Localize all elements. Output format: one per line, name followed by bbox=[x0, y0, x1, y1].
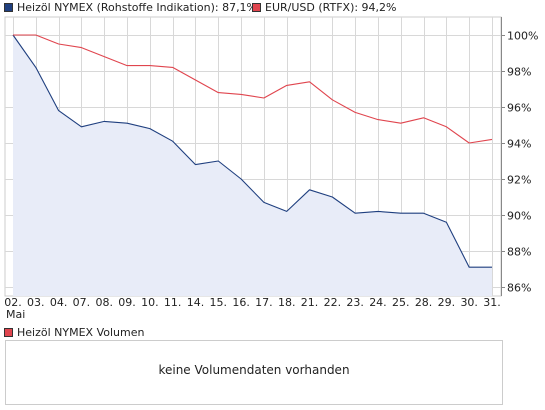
volume-panel: keine Volumendaten vorhanden bbox=[5, 340, 503, 405]
x-tick-label: 16. bbox=[232, 296, 250, 309]
chart-legend: Heizöl NYMEX (Rohstoffe Indikation): 87,… bbox=[4, 1, 534, 15]
series-line-eurusd bbox=[13, 34, 493, 144]
legend-label-eurusd: EUR/USD (RTFX): 94,2% bbox=[265, 1, 397, 14]
y-tick-label: 98% bbox=[507, 66, 531, 79]
x-tick-label: 24. bbox=[369, 296, 387, 309]
x-tick-label: 29. bbox=[438, 296, 456, 309]
x-tick-label: 23. bbox=[346, 296, 364, 309]
y-tick-label: 90% bbox=[507, 210, 531, 223]
volume-legend: Heizöl NYMEX Volumen bbox=[4, 326, 144, 339]
x-tick-label: 15. bbox=[210, 296, 228, 309]
legend-label-heizoel: Heizöl NYMEX (Rohstoffe Indikation): 87,… bbox=[17, 1, 258, 14]
y-tick-label: 92% bbox=[507, 174, 531, 187]
volume-empty-message: keine Volumendaten vorhanden bbox=[158, 363, 350, 377]
x-tick-label: 18. bbox=[278, 296, 296, 309]
volume-color-swatch bbox=[4, 328, 13, 337]
legend-item-heizoel: Heizöl NYMEX (Rohstoffe Indikation): 87,… bbox=[4, 1, 257, 14]
x-tick-label: 21. bbox=[301, 296, 319, 309]
x-tick-label: 31. bbox=[483, 296, 501, 309]
x-tick-label: 04. bbox=[50, 296, 68, 309]
x-tick-label: 25. bbox=[392, 296, 410, 309]
x-tick-label: 03. bbox=[27, 296, 45, 309]
x-tick-label: 08. bbox=[95, 296, 113, 309]
legend-item-eurusd: EUR/USD (RTFX): 94,2% bbox=[252, 1, 397, 14]
x-tick-label: 14. bbox=[187, 296, 205, 309]
x-tick-label: 28. bbox=[415, 296, 433, 309]
x-tick-label: 22. bbox=[324, 296, 342, 309]
heizoel-color-swatch bbox=[4, 3, 13, 12]
series-area-heizoel bbox=[13, 35, 492, 296]
y-tick-label: 88% bbox=[507, 246, 531, 259]
series-line-heizoel bbox=[12, 34, 492, 268]
x-tick-label: 10. bbox=[141, 296, 159, 309]
x-tick-label: 02. bbox=[4, 296, 22, 309]
y-tick-label: 100% bbox=[507, 30, 538, 43]
volume-legend-label: Heizöl NYMEX Volumen bbox=[17, 326, 145, 339]
eurusd-color-swatch bbox=[252, 3, 261, 12]
x-month-label: Mai bbox=[6, 308, 25, 321]
y-tick-label: 96% bbox=[507, 102, 531, 115]
x-tick-label: 11. bbox=[164, 296, 182, 309]
price-chart: 86% 88% 90% 92% 94% 96% 98% 100% 02. 03. 04. 07. 08.… bbox=[4, 16, 538, 321]
x-tick-label: 30. bbox=[460, 296, 478, 309]
x-tick-label: 17. bbox=[255, 296, 273, 309]
x-tick-label: 09. bbox=[118, 296, 136, 309]
x-tick-label: 07. bbox=[73, 296, 91, 309]
y-tick-label: 94% bbox=[507, 138, 531, 151]
y-tick-label: 86% bbox=[507, 282, 531, 295]
